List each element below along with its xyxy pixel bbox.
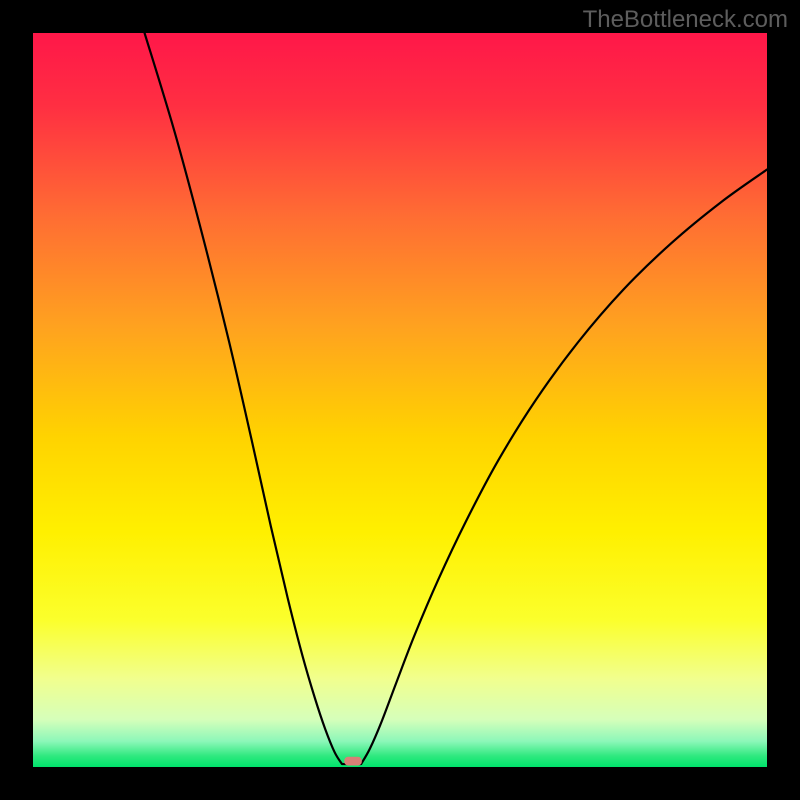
bottleneck-chart-svg [0, 0, 800, 800]
gradient-background [33, 33, 767, 767]
current-config-marker [344, 757, 362, 766]
chart-canvas: TheBottleneck.com [0, 0, 800, 800]
plot-area [33, 33, 767, 767]
